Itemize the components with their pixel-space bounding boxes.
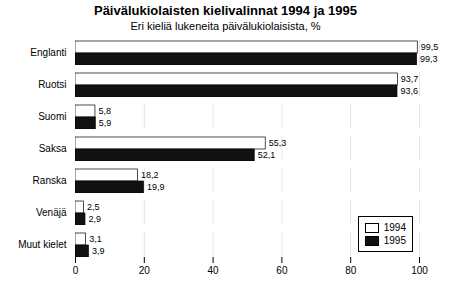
- svg-text:19,9: 19,9: [147, 182, 165, 192]
- svg-text:99,3: 99,3: [420, 54, 438, 64]
- svg-text:3,9: 3,9: [92, 246, 105, 256]
- html-text:Eri kieliä lukeneita päiväluki: Eri kieliä lukeneita päivälukiolaisista,…: [130, 20, 321, 32]
- svg-text:Ranska: Ranska: [33, 175, 67, 186]
- html-text:1994: 1994: [383, 222, 406, 233]
- svg-text:60: 60: [276, 265, 288, 276]
- svg-text:Saksa: Saksa: [39, 143, 67, 154]
- svg-text:Englanti: Englanti: [30, 47, 66, 58]
- svg-text:5,8: 5,8: [98, 106, 111, 116]
- svg-text:93,6: 93,6: [400, 86, 418, 96]
- svg-text:80: 80: [345, 265, 357, 276]
- svg-text:Suomi: Suomi: [38, 111, 66, 122]
- svg-text:93,7: 93,7: [401, 74, 419, 84]
- svg-text:3,1: 3,1: [89, 234, 102, 244]
- html-text:Päivälukiolaisten kielivalinna: Päivälukiolaisten kielivalinnat 1994 ja …: [94, 3, 357, 18]
- svg-text:Ruotsi: Ruotsi: [38, 79, 66, 90]
- svg-text:5,9: 5,9: [99, 118, 112, 128]
- svg-text:Venäjä: Venäjä: [36, 207, 67, 218]
- svg-text:40: 40: [208, 265, 220, 276]
- svg-text:100: 100: [411, 265, 428, 276]
- svg-text:18,2: 18,2: [141, 170, 159, 180]
- svg-text:20: 20: [139, 265, 151, 276]
- svg-text:55,3: 55,3: [269, 138, 287, 148]
- svg-text:99,5: 99,5: [421, 42, 439, 52]
- svg-text:2,9: 2,9: [88, 214, 101, 224]
- svg-text:0: 0: [73, 265, 79, 276]
- svg-text:Muut kielet: Muut kielet: [18, 239, 67, 250]
- html-text:1995: 1995: [383, 235, 406, 246]
- svg-text:2,5: 2,5: [87, 202, 100, 212]
- svg-text:52,1: 52,1: [258, 150, 276, 160]
